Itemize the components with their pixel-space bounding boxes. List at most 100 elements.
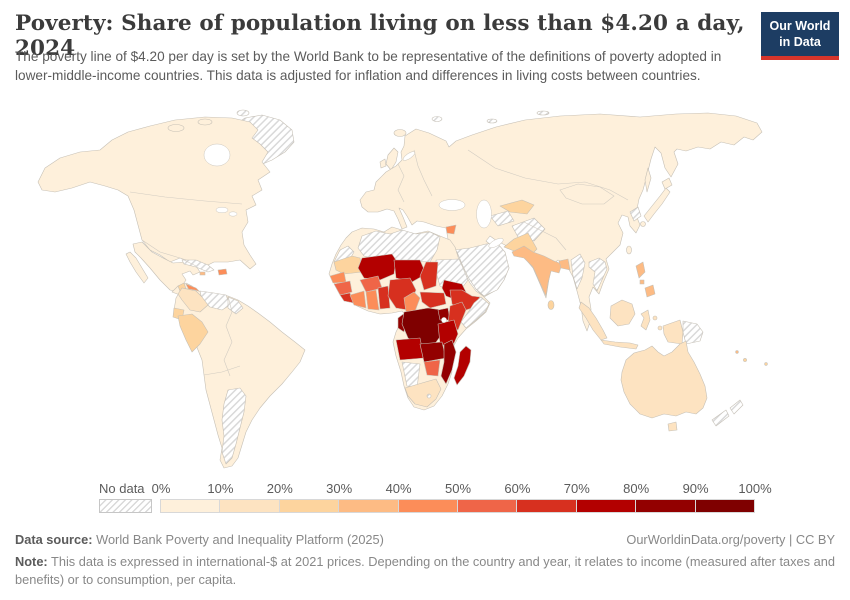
legend-tick-label: 20%: [266, 481, 293, 496]
country-peru[interactable]: [177, 313, 209, 353]
legend-bin[interactable]: [694, 499, 756, 513]
legend-bin[interactable]: [278, 499, 340, 513]
island-samoa[interactable]: [764, 362, 768, 366]
great-lakes: [215, 206, 229, 214]
arctic-island[interactable]: [197, 118, 213, 126]
region-tasmania[interactable]: [667, 421, 678, 432]
legend-tick-label: 80%: [623, 481, 650, 496]
legend-bin[interactable]: [635, 499, 696, 513]
island-moluccas[interactable]: [652, 315, 658, 321]
country-philippines-luzon[interactable]: [635, 261, 646, 279]
arctic-island[interactable]: [486, 118, 498, 124]
country-new-zealand-south[interactable]: [711, 409, 730, 427]
country-svalbard[interactable]: [431, 116, 443, 122]
lake-victoria: [441, 317, 447, 323]
country-zambia[interactable]: [419, 341, 447, 363]
logo-line2: in Data: [779, 34, 821, 49]
persian-gulf: [488, 238, 504, 248]
region-kyushu[interactable]: [640, 221, 646, 227]
legend-tick-label: 70%: [563, 481, 590, 496]
legend-bin[interactable]: [160, 499, 221, 513]
country-bangladesh[interactable]: [558, 258, 571, 271]
country-philippines-visayas[interactable]: [639, 279, 645, 285]
region-hokkaido[interactable]: [661, 177, 673, 190]
country-somalia[interactable]: [460, 296, 490, 329]
island-fiji[interactable]: [743, 358, 747, 362]
owid-link[interactable]: OurWorldinData.org/poverty: [626, 532, 786, 547]
region-west-papua[interactable]: [662, 319, 684, 345]
legend-no-data-swatch[interactable]: [99, 499, 152, 513]
country-dr-congo[interactable]: [401, 307, 447, 348]
country-colombia[interactable]: [177, 287, 209, 313]
data-source-label: Data source:: [15, 532, 93, 547]
country-turkmenistan[interactable]: [489, 210, 515, 227]
country-argentina[interactable]: [221, 387, 247, 465]
country-guinea[interactable]: [333, 280, 353, 296]
license-label[interactable]: CC BY: [795, 532, 835, 547]
country-central-african-republic[interactable]: [419, 291, 447, 309]
legend-tick-label: 10%: [207, 481, 234, 496]
country-guyana[interactable]: [227, 296, 244, 315]
country-ghana[interactable]: [365, 289, 380, 311]
great-lakes: [228, 211, 238, 217]
country-new-zealand-north[interactable]: [729, 399, 744, 415]
country-malawi-mozambique[interactable]: [440, 339, 457, 385]
legend-bin[interactable]: [575, 499, 637, 513]
country-syria[interactable]: [445, 224, 457, 235]
country-australia[interactable]: [620, 340, 708, 419]
page-title: Poverty: Share of population living on l…: [15, 11, 745, 61]
legend-bin[interactable]: [457, 499, 518, 513]
country-philippines-mindanao[interactable]: [644, 284, 656, 298]
country-indonesia-sulawesi[interactable]: [640, 309, 651, 331]
country-niger[interactable]: [393, 259, 427, 283]
country-cote-divoire[interactable]: [349, 290, 367, 309]
country-togo-benin[interactable]: [377, 285, 391, 310]
legend-bin[interactable]: [516, 499, 577, 513]
country-jamaica[interactable]: [199, 271, 206, 276]
country-ireland[interactable]: [379, 158, 387, 169]
legend-bin[interactable]: [338, 499, 399, 513]
owid-logo[interactable]: Our World in Data: [761, 12, 839, 61]
country-papua-new-guinea[interactable]: [682, 320, 704, 345]
country-japan[interactable]: [643, 187, 671, 223]
legend-tick-label: 0%: [151, 481, 171, 496]
country-borneo[interactable]: [609, 299, 636, 327]
world-map: [0, 108, 850, 480]
country-indonesia-java[interactable]: [600, 339, 639, 350]
country-laos-vietnam[interactable]: [588, 257, 608, 292]
country-sri-lanka[interactable]: [547, 300, 555, 310]
arctic-island[interactable]: [167, 124, 185, 132]
country-tanzania[interactable]: [437, 319, 459, 349]
region-sakhalin[interactable]: [644, 167, 652, 193]
country-iceland[interactable]: [393, 129, 407, 137]
country-haiti-dr[interactable]: [217, 268, 228, 276]
country-madagascar[interactable]: [453, 345, 472, 386]
country-afghanistan[interactable]: [511, 217, 546, 242]
chart-subtitle: The poverty line of $4.20 per day is set…: [15, 49, 722, 83]
legend-bin[interactable]: [219, 499, 280, 513]
island-moluccas[interactable]: [657, 325, 663, 331]
country-saudi-arabia[interactable]: [453, 242, 510, 297]
country-taiwan[interactable]: [626, 245, 632, 255]
island-vanuatu[interactable]: [735, 350, 739, 354]
country-indonesia-sumatra[interactable]: [578, 301, 608, 341]
country-cameroon[interactable]: [403, 291, 421, 315]
country-usa-canada[interactable]: [37, 116, 271, 270]
country-mexico[interactable]: [132, 241, 201, 293]
separator: |: [785, 532, 796, 547]
country-chad[interactable]: [419, 261, 439, 291]
attribution-line: OurWorldinData.org/poverty | CC BY: [626, 531, 835, 549]
country-india[interactable]: [511, 245, 563, 297]
country-south-africa[interactable]: [404, 378, 442, 408]
arctic-island[interactable]: [536, 110, 550, 116]
note-line: Note: This data is expressed in internat…: [15, 553, 835, 589]
region-baja-california[interactable]: [125, 251, 149, 284]
country-north-korea[interactable]: [629, 206, 642, 222]
legend-bin[interactable]: [397, 499, 459, 513]
arctic-island[interactable]: [236, 109, 250, 117]
country-lesotho[interactable]: [426, 393, 432, 399]
country-myanmar[interactable]: [570, 253, 586, 290]
country-angola[interactable]: [395, 337, 425, 361]
country-mali[interactable]: [357, 253, 397, 281]
country-zimbabwe[interactable]: [423, 359, 441, 377]
